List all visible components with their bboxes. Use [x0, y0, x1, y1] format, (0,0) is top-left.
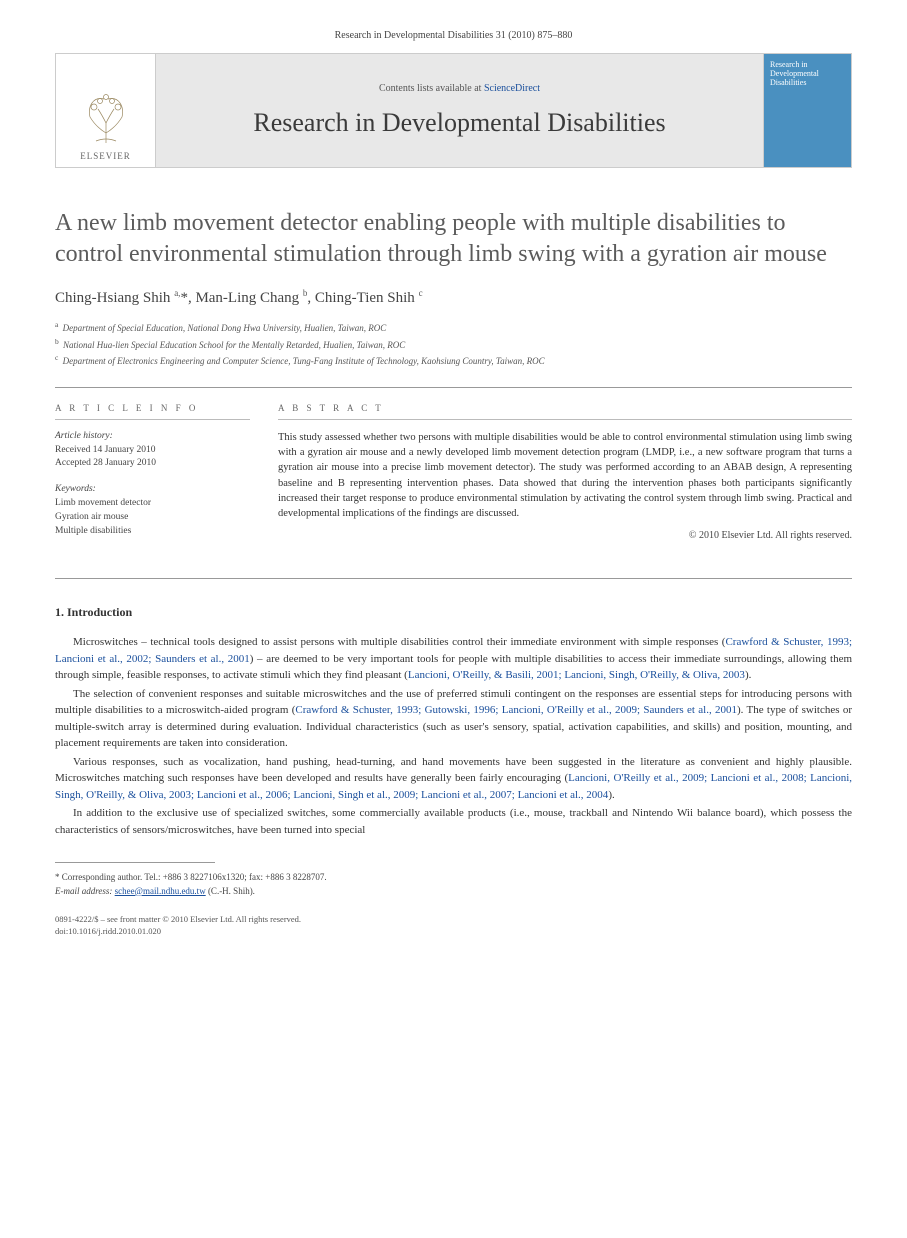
front-matter-line: 0891-4222/$ – see front matter © 2010 El… — [55, 914, 852, 926]
doi-line: doi:10.1016/j.ridd.2010.01.020 — [55, 926, 852, 938]
journal-name: Research in Developmental Disabilities — [253, 108, 665, 138]
corresponding-line: * Corresponding author. Tel.: +886 3 822… — [55, 871, 852, 885]
email-label: E-mail address: — [55, 886, 115, 896]
author-line: Ching-Hsiang Shih a,*, Man-Ling Chang b,… — [55, 288, 852, 307]
email-line: E-mail address: schee@mail.ndhu.edu.tw (… — [55, 885, 852, 899]
journal-cover-thumb: Research in Developmental Disabilities — [763, 54, 851, 167]
sciencedirect-link[interactable]: ScienceDirect — [484, 83, 540, 94]
article-info-column: A R T I C L E I N F O Article history: R… — [55, 402, 250, 550]
keyword-item: Limb movement detector — [55, 497, 250, 511]
abstract-copyright: © 2010 Elsevier Ltd. All rights reserved… — [278, 529, 852, 544]
keyword-item: Gyration air mouse — [55, 511, 250, 525]
article-title: A new limb movement detector enabling pe… — [55, 208, 852, 270]
abstract-heading: A B S T R A C T — [278, 402, 852, 420]
citation-link[interactable]: Crawford & Schuster, 1993; Gutowski, 199… — [295, 704, 737, 716]
history-label: Article history: — [55, 430, 250, 444]
cover-title: Research in Developmental Disabilities — [770, 60, 845, 88]
running-head: Research in Developmental Disabilities 3… — [55, 30, 852, 41]
masthead-center: Contents lists available at ScienceDirec… — [156, 54, 763, 167]
affiliation-item: b National Hua-lien Special Education Sc… — [55, 336, 852, 353]
affiliation-item: c Department of Electronics Engineering … — [55, 352, 852, 369]
corresponding-author-footnote: * Corresponding author. Tel.: +886 3 822… — [55, 871, 852, 898]
footnote-rule — [55, 862, 215, 863]
elsevier-tree-icon — [76, 82, 136, 147]
citation-link[interactable]: Crawford & Schuster, 1993; Lancioni et a… — [55, 636, 852, 665]
contents-prefix: Contents lists available at — [379, 83, 484, 94]
info-abstract-row: A R T I C L E I N F O Article history: R… — [55, 387, 852, 550]
abstract-column: A B S T R A C T This study assessed whet… — [278, 402, 852, 550]
citation-link[interactable]: Lancioni, O'Reilly, & Basili, 2001; Lanc… — [408, 669, 745, 681]
publisher-logo-box: ELSEVIER — [56, 54, 156, 167]
journal-masthead: ELSEVIER Contents lists available at Sci… — [55, 53, 852, 168]
received-date: Received 14 January 2010 — [55, 444, 250, 458]
keywords-block: Keywords: Limb movement detectorGyration… — [55, 483, 250, 538]
article-info-heading: A R T I C L E I N F O — [55, 402, 250, 420]
body-paragraph: Various responses, such as vocalization,… — [55, 754, 852, 804]
keywords-label: Keywords: — [55, 483, 250, 497]
corresponding-email-link[interactable]: schee@mail.ndhu.edu.tw — [115, 886, 206, 896]
section-rule — [55, 578, 852, 579]
colophon: 0891-4222/$ – see front matter © 2010 El… — [55, 914, 852, 938]
accepted-date: Accepted 28 January 2010 — [55, 457, 250, 471]
body-paragraph: The selection of convenient responses an… — [55, 686, 852, 752]
affiliation-item: a Department of Special Education, Natio… — [55, 319, 852, 336]
article-history-block: Article history: Received 14 January 201… — [55, 430, 250, 471]
section-1-heading: 1. Introduction — [55, 605, 852, 620]
email-suffix: (C.-H. Shih). — [206, 886, 255, 896]
body-paragraph: Microswitches – technical tools designed… — [55, 634, 852, 684]
elsevier-wordmark: ELSEVIER — [80, 151, 131, 161]
citation-link[interactable]: Lancioni, O'Reilly et al., 2009; Lancion… — [55, 772, 852, 801]
body-paragraph: In addition to the exclusive use of spec… — [55, 805, 852, 838]
contents-available-line: Contents lists available at ScienceDirec… — [379, 83, 540, 94]
affiliations: a Department of Special Education, Natio… — [55, 319, 852, 369]
abstract-text: This study assessed whether two persons … — [278, 430, 852, 521]
keywords-list: Limb movement detectorGyration air mouse… — [55, 497, 250, 538]
keyword-item: Multiple disabilities — [55, 525, 250, 539]
section-1-body: Microswitches – technical tools designed… — [55, 634, 852, 838]
